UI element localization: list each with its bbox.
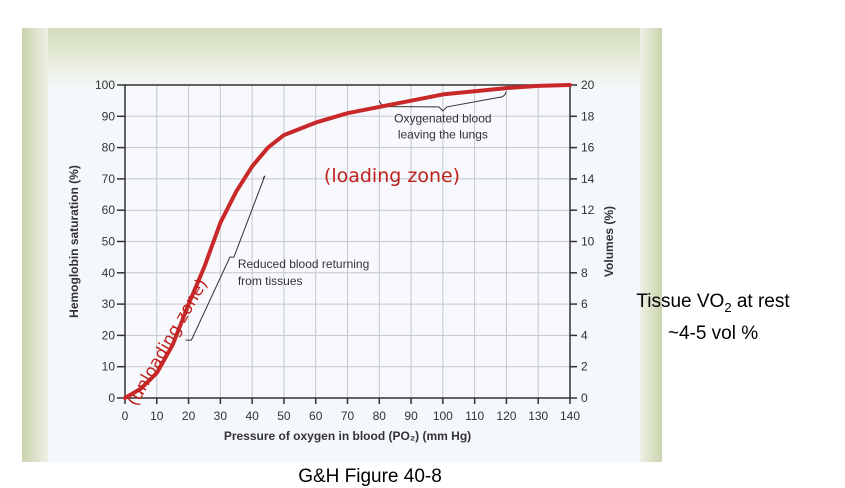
y-tick-label: 40 xyxy=(102,266,116,280)
x-tick-label: 10 xyxy=(150,409,164,423)
y2-tick-label: 4 xyxy=(581,328,588,342)
loading-zone-label: (loading zone) xyxy=(324,165,460,187)
x-tick-label: 80 xyxy=(373,409,387,423)
x-tick-label: 70 xyxy=(341,409,355,423)
reduced-label: Reduced blood returning xyxy=(238,257,369,271)
x-axis-label: Pressure of oxygen in blood (PO₂) (mm Hg… xyxy=(224,429,471,443)
y2-tick-label: 2 xyxy=(581,360,588,374)
x-tick-label: 110 xyxy=(465,409,484,423)
y2-tick-label: 6 xyxy=(581,297,588,311)
saturation-curve xyxy=(123,83,572,400)
x-tick-label: 20 xyxy=(182,409,196,423)
note-value: ~4-5 vol % xyxy=(667,322,759,344)
y2-tick-label: 14 xyxy=(581,172,595,186)
figure-caption: G&H Figure 40-8 xyxy=(298,466,442,487)
note-text: Tissue VO xyxy=(636,291,725,312)
y-tick-label: 70 xyxy=(102,172,116,186)
y2-tick-label: 12 xyxy=(581,203,595,217)
y-axis-label: Hemoglobin saturation (%) xyxy=(67,165,81,318)
x-tick-label: 50 xyxy=(277,409,291,423)
oxygenated-label: leaving the lungs xyxy=(398,128,488,142)
y-tick-label: 20 xyxy=(102,328,116,342)
oxygenated-label: Oxygenated blood xyxy=(394,112,491,126)
y-tick-label: 0 xyxy=(108,391,115,405)
y2-tick-label: 20 xyxy=(581,78,595,92)
x-tick-label: 120 xyxy=(496,409,516,423)
y2-tick-label: 0 xyxy=(581,391,588,405)
tissue-vo2-note: Tissue VO2 at rest ~4-5 vol % xyxy=(608,289,818,347)
note-text-rest: at rest xyxy=(731,291,790,312)
y-tick-label: 60 xyxy=(102,203,116,217)
x-tick-label: 90 xyxy=(404,409,418,423)
y-tick-label: 30 xyxy=(102,297,116,311)
x-tick-label: 140 xyxy=(560,409,580,423)
y-tick-label: 50 xyxy=(102,235,116,249)
y2-tick-label: 8 xyxy=(581,266,588,280)
oxygenated-bracket xyxy=(378,91,507,112)
y-tick-label: 80 xyxy=(102,141,116,155)
x-tick-label: 0 xyxy=(122,409,129,423)
y2-tick-label: 18 xyxy=(581,109,595,123)
x-tick-label: 130 xyxy=(528,409,548,423)
x-tick-label: 100 xyxy=(433,409,453,423)
x-tick-label: 40 xyxy=(245,409,259,423)
x-tick-label: 60 xyxy=(309,409,323,423)
y2-tick-label: 10 xyxy=(581,235,595,249)
y-tick-label: 10 xyxy=(102,360,116,374)
reduced-label: from tissues xyxy=(238,274,303,288)
y-tick-label: 90 xyxy=(102,109,116,123)
y2-tick-label: 16 xyxy=(581,141,595,155)
y2-axis-label: Volumes (%) xyxy=(602,206,616,277)
reduced-bracket xyxy=(185,175,266,341)
x-tick-label: 30 xyxy=(214,409,228,423)
y-tick-label: 100 xyxy=(95,78,115,92)
note-subscript: 2 xyxy=(724,299,732,315)
